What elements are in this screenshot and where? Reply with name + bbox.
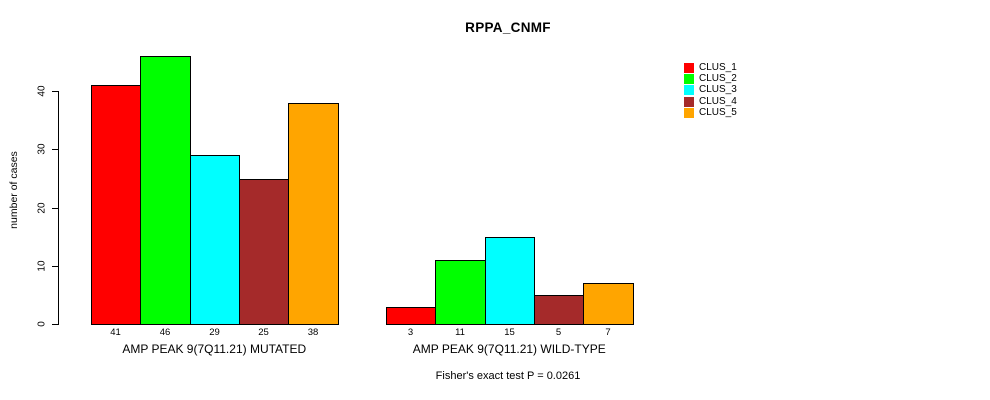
legend-swatch-icon xyxy=(684,85,694,96)
y-tick-label-40: 40 xyxy=(36,85,48,97)
legend-label: CLUS_2 xyxy=(699,72,737,84)
bar-clus_1-group1 xyxy=(91,85,141,325)
y-tick-label-0: 0 xyxy=(36,321,48,327)
bar-value-label: 29 xyxy=(209,327,220,338)
legend-swatch-icon xyxy=(684,96,694,107)
legend-label: CLUS_4 xyxy=(699,95,737,107)
y-tick-mark-0 xyxy=(52,324,59,325)
bar-clus_4-group1 xyxy=(239,179,289,325)
y-tick-mark-40 xyxy=(52,91,59,92)
bar-clus_2-group2 xyxy=(435,260,486,325)
bar-value-label: 3 xyxy=(407,327,414,338)
bar-clus_4-group2 xyxy=(534,295,584,325)
bar-value-label: 25 xyxy=(258,327,269,338)
legend-label: CLUS_3 xyxy=(699,84,737,96)
bar-value-label: 11 xyxy=(455,327,465,338)
legend-item-clus_3: CLUS_3 xyxy=(684,85,737,96)
bar-value-label: 41 xyxy=(110,327,121,338)
legend-swatch-icon xyxy=(684,62,694,73)
bar-clus_2-group1 xyxy=(140,56,191,325)
legend-item-clus_2: CLUS_2 xyxy=(684,73,737,84)
legend-item-clus_5: CLUS_5 xyxy=(684,107,737,118)
bar-value-label: 5 xyxy=(555,327,562,338)
y-tick-label-20: 20 xyxy=(36,202,48,214)
x-axis-group-label-1: AMP PEAK 9(7Q11.21) MUTATED xyxy=(122,342,307,356)
legend-label: CLUS_5 xyxy=(699,106,737,118)
y-tick-mark-30 xyxy=(52,149,59,150)
y-tick-label-10: 10 xyxy=(36,260,48,272)
bar-clus_3-group1 xyxy=(190,155,240,325)
bar-clus_1-group2 xyxy=(386,307,436,325)
bar-clus_3-group2 xyxy=(485,237,535,325)
y-tick-mark-10 xyxy=(52,266,59,267)
y-axis-label: number of cases xyxy=(8,151,20,229)
legend-label: CLUS_1 xyxy=(699,61,737,73)
x-axis-group-label-2: AMP PEAK 9(7Q11.21) WILD-TYPE xyxy=(412,342,606,356)
bar-value-label: 46 xyxy=(159,327,171,338)
legend: CLUS_1 CLUS_2 CLUS_3 CLUS_4 CLUS_5 xyxy=(684,62,737,118)
y-tick-mark-20 xyxy=(52,208,59,209)
bar-value-label: 38 xyxy=(307,327,319,338)
bar-value-label: 15 xyxy=(504,327,515,338)
footnote-fisher-test: Fisher's exact test P = 0.0261 xyxy=(435,370,581,382)
legend-item-clus_4: CLUS_4 xyxy=(684,96,737,107)
legend-swatch-icon xyxy=(684,107,694,118)
bar-value-label: 7 xyxy=(605,327,611,338)
bar-clus_5-group1 xyxy=(288,103,339,325)
legend-item-clus_1: CLUS_1 xyxy=(684,62,737,73)
y-tick-label-30: 30 xyxy=(36,143,48,155)
legend-swatch-icon xyxy=(684,73,694,84)
bar-clus_5-group2 xyxy=(583,283,634,325)
chart-title: RPPA_CNMF xyxy=(465,20,551,35)
